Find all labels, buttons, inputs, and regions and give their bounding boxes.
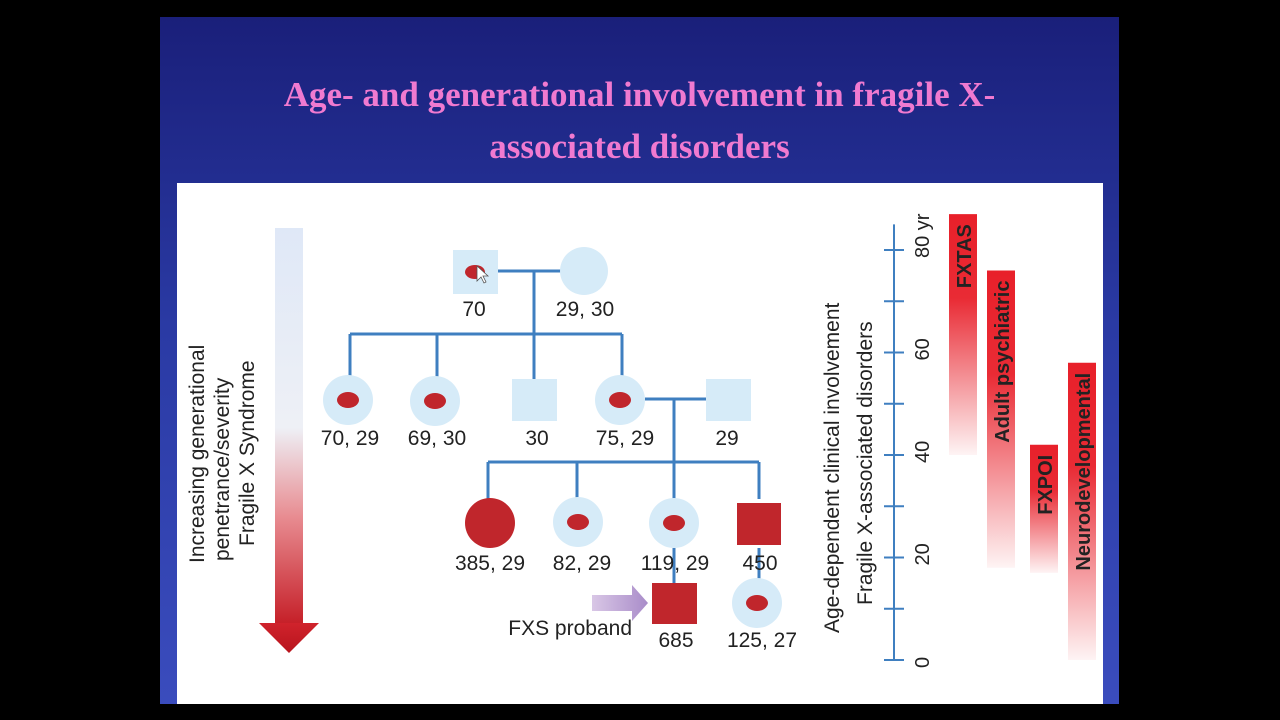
gen3-daughter-1-full-circle: [465, 498, 515, 548]
disorder-label-4: Neurodevelopmental: [1073, 373, 1095, 571]
mouse-cursor-icon: [476, 265, 490, 284]
age-tick-label: 20: [912, 543, 934, 565]
pedigree-lines: [348, 269, 761, 583]
age-tick-label: 40: [912, 441, 934, 463]
gen1-father-label: 70: [462, 298, 485, 321]
proband-label: FXS proband: [508, 617, 632, 640]
gen4-daughter-dot: [746, 595, 768, 611]
severity-label-line-2: penetrance/severity: [211, 377, 234, 561]
gen2-spouse-label: 29: [715, 427, 738, 450]
gen2-daughter-1-dot: [337, 392, 359, 408]
gen3-daughter-2-label: 82, 29: [553, 552, 611, 575]
severity-arrow: [259, 228, 319, 653]
gen3-son-full-square: [737, 503, 781, 545]
gen4-proband-label: 685: [658, 629, 693, 652]
age-tick-label: 0: [912, 657, 934, 668]
age-axis-title-line-1: Age-dependent clinical involvement: [821, 302, 844, 633]
gen3-son-label: 450: [742, 552, 777, 575]
severity-label-line-1: Increasing generational: [186, 345, 209, 563]
gen2-daughter-3-dot: [609, 392, 631, 408]
severity-arrow-shaft: [275, 228, 303, 628]
disorder-bar-4: [1068, 362, 1096, 660]
gen1-mother-circle: [560, 247, 608, 295]
disorder-bars: FXTAS Adult psychiatric FXPOI Neurodevelopm…: [949, 214, 1096, 660]
gen2-son-label: 30: [525, 427, 548, 450]
gen2-spouse-square: [706, 379, 751, 421]
gen2-daughter-1-label: 70, 29: [321, 427, 379, 450]
gen3-daughter-3-label: 119, 29: [641, 552, 710, 575]
disorder-bar-2: [987, 270, 1015, 568]
gen2-son-square: [512, 379, 557, 421]
gen2-daughter-3-label: 75, 29: [596, 427, 654, 450]
gen2-daughter-2-label: 69, 30: [408, 427, 466, 450]
severity-arrow-head: [259, 623, 319, 653]
gen3-daughter-2-dot: [567, 514, 589, 530]
gen4-proband-full-square: [652, 583, 697, 624]
age-tick-label: 60: [912, 338, 934, 360]
slide-title-line-1: Age- and generational involvement in fra…: [283, 75, 996, 114]
disorder-label-2: Adult psychiatric: [992, 281, 1014, 443]
gen4-daughter-label: 125, 27: [727, 629, 797, 652]
proband-arrow: [592, 585, 648, 621]
gen3-daughter-3-dot: [663, 515, 685, 531]
disorder-label-3: FXPOI: [1035, 455, 1057, 515]
age-tick-label: 80 yr: [912, 213, 934, 258]
slide-title: Age- and generational involvement in fra…: [160, 69, 1119, 173]
figure-panel: Increasing generational penetrance/sever…: [177, 183, 1103, 704]
gen3-daughter-1-label: 385, 29: [455, 552, 525, 575]
gen1-mother-label: 29, 30: [556, 298, 614, 321]
disorder-label-1: FXTAS: [954, 224, 976, 288]
disorder-bar-3: [1030, 444, 1058, 573]
gen2-daughter-2-dot: [424, 393, 446, 409]
slide-title-line-2: associated disorders: [489, 127, 790, 166]
severity-label-line-3: Fragile X Syndrome: [236, 360, 259, 546]
disorder-bar-1: [949, 214, 977, 455]
figure-svg: Increasing generational penetrance/sever…: [186, 213, 1096, 668]
age-axis-title-line-2: Fragile X-associated disorders: [854, 321, 877, 605]
age-axis: 0 20 40 60 80 yr: [884, 213, 934, 668]
